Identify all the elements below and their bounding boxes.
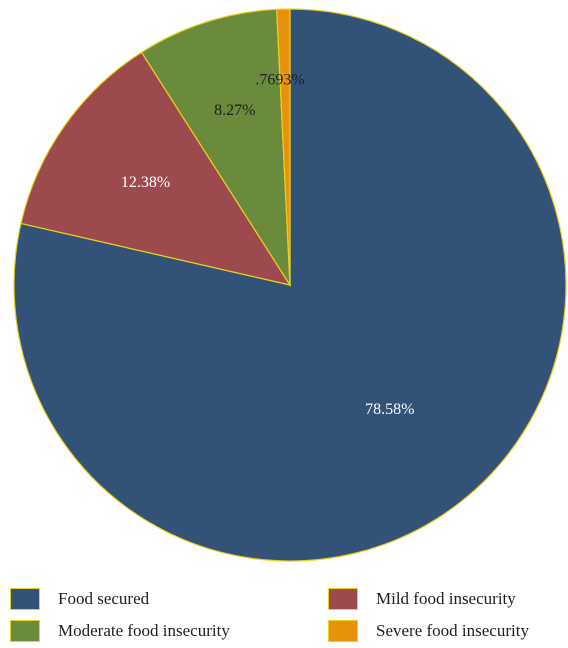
- chart-legend: Food secured Mild food insecurity Modera…: [8, 586, 564, 648]
- slice-label-moderate-food-insecurity: 8.27%: [214, 102, 255, 119]
- legend-swatch-severe-food-insecurity: [328, 620, 358, 642]
- legend-label-food-secured: Food secured: [58, 589, 150, 608]
- legend-item-moderate-food-insecurity: Moderate food insecurity: [10, 620, 230, 642]
- pie-slice-severe-food-insecurity: [276, 8, 291, 286]
- slice-label-mild-food-insecurity: 12.38%: [121, 174, 170, 191]
- pie-slice-mild-food-insecurity: [20, 51, 292, 286]
- slice-label-food-secured: 78.58%: [365, 401, 414, 418]
- pie-chart: 78.58% 12.38% 8.27%.7693%: [13, 8, 567, 562]
- legend-swatch-food-secured: [10, 588, 40, 610]
- legend-item-severe-food-insecurity: Severe food insecurity: [328, 620, 529, 642]
- legend-label-mild-food-insecurity: Mild food insecurity: [376, 589, 516, 608]
- legend-item-mild-food-insecurity: Mild food insecurity: [328, 588, 516, 610]
- legend-label-severe-food-insecurity: Severe food insecurity: [376, 621, 529, 640]
- legend-item-food-secured: Food secured: [10, 588, 149, 610]
- slice-label-severe-food-insecurity: .7693%: [255, 72, 304, 89]
- legend-label-moderate-food-insecurity: Moderate food insecurity: [58, 621, 230, 640]
- legend-swatch-mild-food-insecurity: [328, 588, 358, 610]
- pie-slice-moderate-food-insecurity: [140, 8, 291, 288]
- legend-swatch-moderate-food-insecurity: [10, 620, 40, 642]
